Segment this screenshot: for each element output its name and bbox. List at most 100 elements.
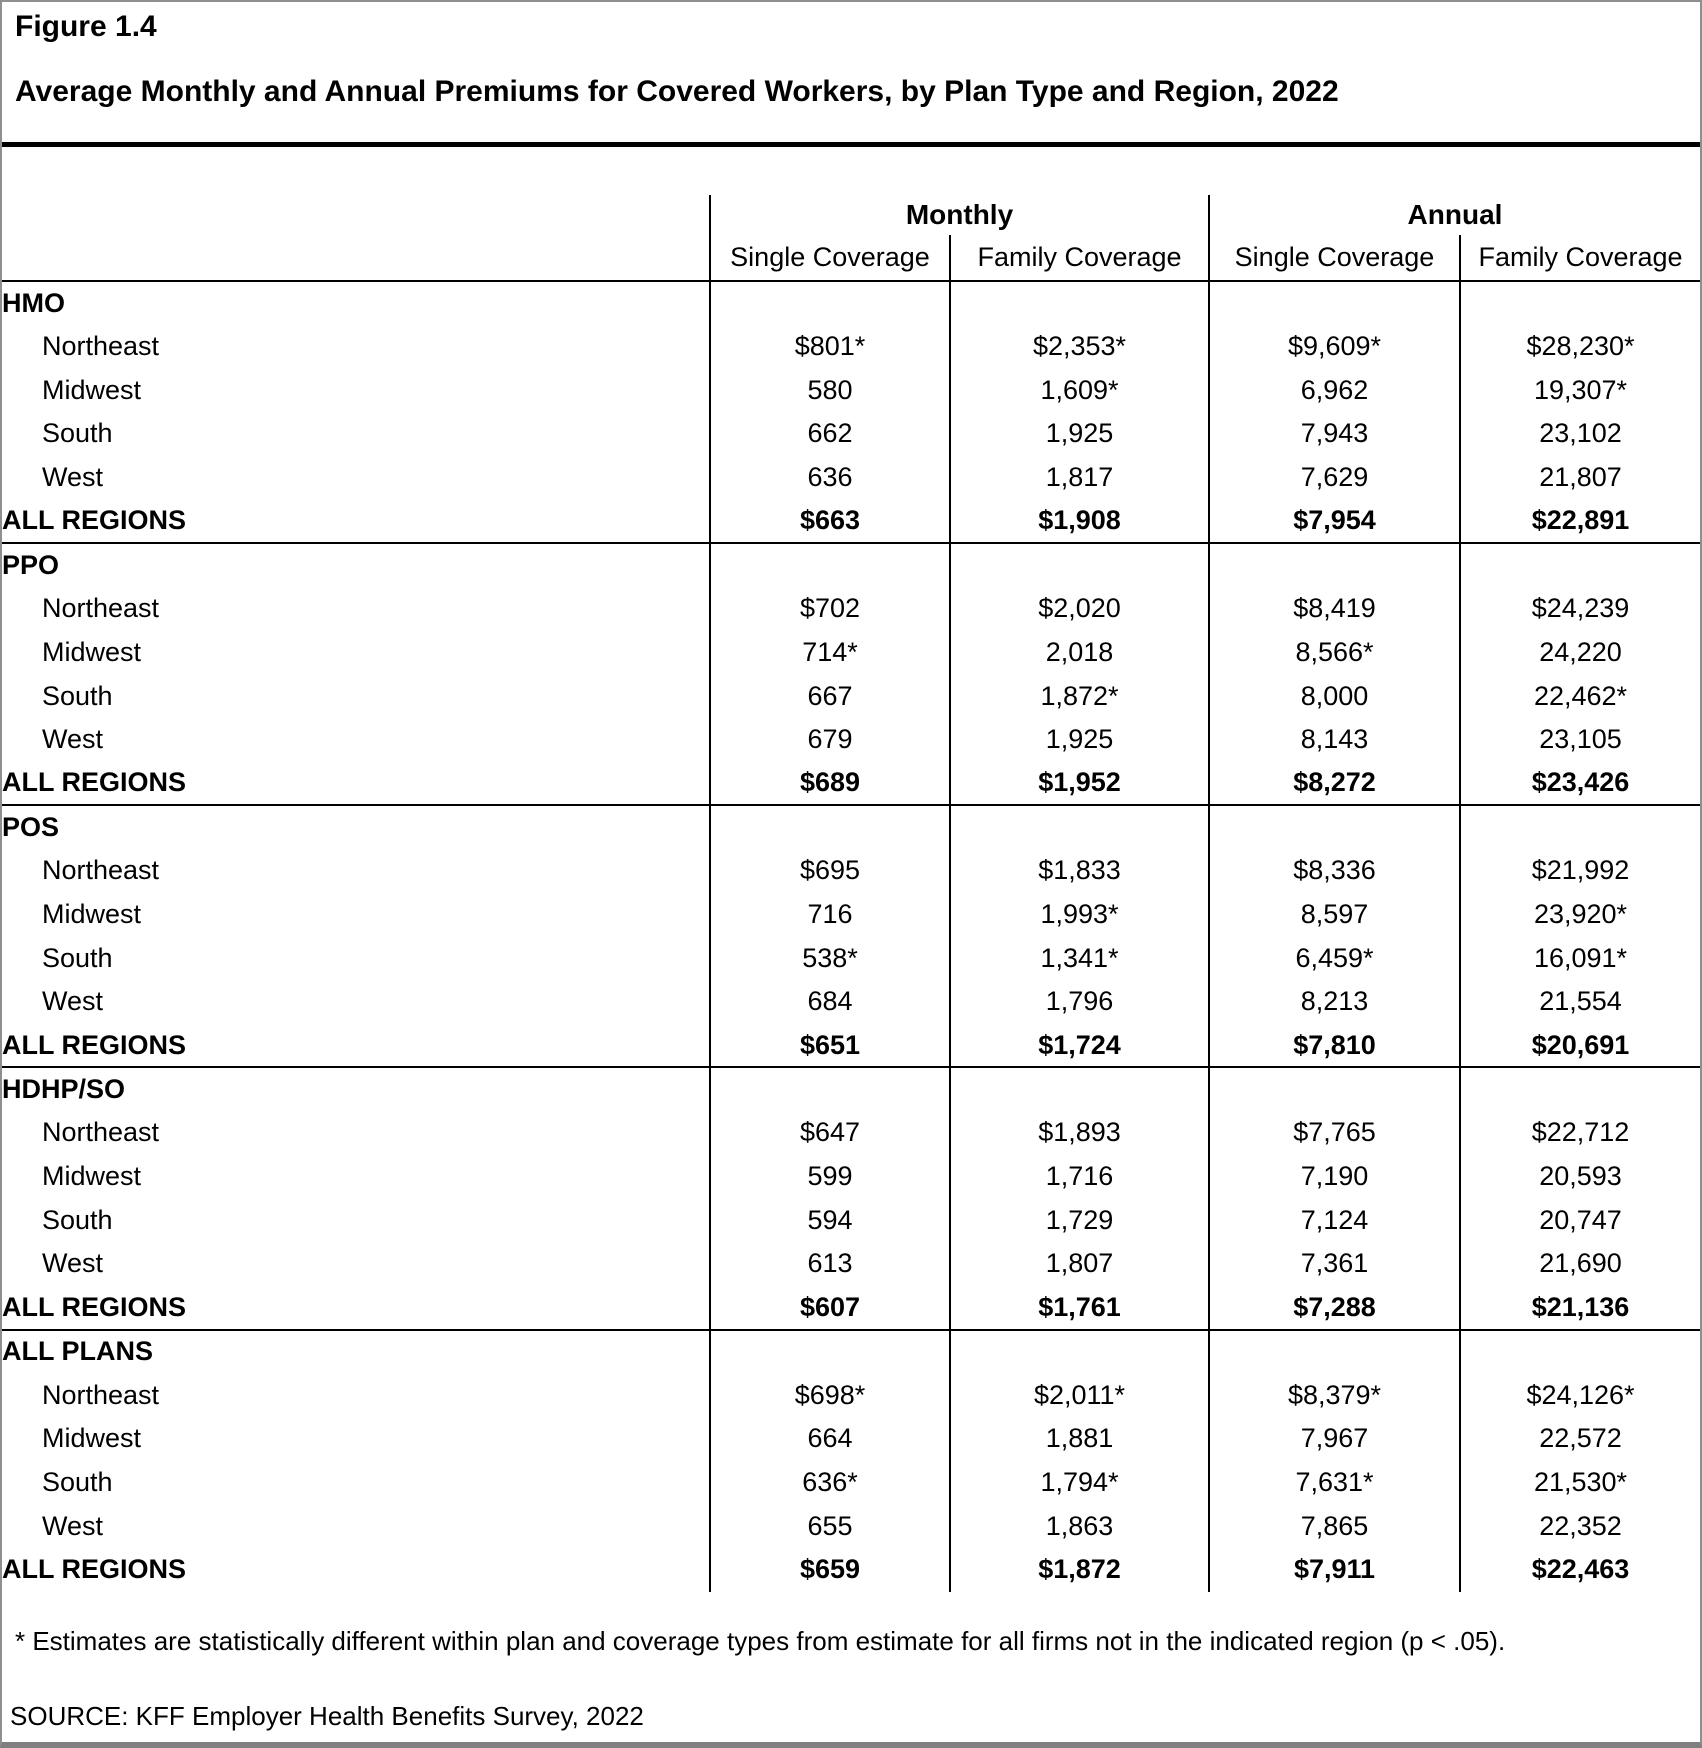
premiums-table: Monthly Annual Single Coverage Family Co… bbox=[2, 147, 1700, 1592]
source-note: SOURCE: KFF Employer Health Benefits Sur… bbox=[10, 1700, 644, 1731]
header-spacer-row bbox=[2, 147, 1700, 195]
value-cell: $8,336 bbox=[1208, 848, 1460, 893]
value-cell: 8,566* bbox=[1208, 630, 1460, 675]
value-cell: 538* bbox=[709, 936, 950, 980]
value-cell: $1,893 bbox=[949, 1111, 1209, 1155]
value-cell: 7,124 bbox=[1208, 1198, 1460, 1243]
value-cell: 8,000 bbox=[1208, 674, 1460, 718]
row-label: Midwest bbox=[42, 898, 142, 929]
value-cell: 7,943 bbox=[1208, 412, 1460, 456]
table-header: Monthly Annual Single Coverage Family Co… bbox=[2, 147, 1700, 282]
row-label: Northeast bbox=[42, 593, 160, 624]
figure-number: Figure 1.4 bbox=[15, 10, 157, 43]
header-subrow: Single Coverage Family Coverage Single C… bbox=[2, 235, 1700, 282]
value-cell: 20,747 bbox=[1459, 1198, 1700, 1243]
value-cell: 716 bbox=[709, 892, 950, 937]
value-cell: 1,881 bbox=[949, 1416, 1209, 1461]
value-cell-empty bbox=[1459, 1328, 1700, 1374]
value-cell: 714* bbox=[709, 630, 950, 675]
value-cell: 1,341* bbox=[949, 936, 1209, 980]
value-cell-empty bbox=[949, 1066, 1209, 1112]
value-cell: 6,459* bbox=[1208, 936, 1460, 980]
value-cell: 599 bbox=[709, 1154, 950, 1199]
value-cell: 1,872* bbox=[949, 674, 1209, 718]
value-cell: 1,925 bbox=[949, 717, 1209, 762]
value-cell: 7,631* bbox=[1208, 1460, 1460, 1505]
value-cell: 636* bbox=[709, 1460, 950, 1505]
row-label: West bbox=[42, 462, 104, 493]
value-cell: $28,230* bbox=[1459, 324, 1700, 369]
value-cell: 1,925 bbox=[949, 412, 1209, 456]
row-label: Northeast bbox=[42, 331, 160, 362]
table-row: South 636* 1,794* 7,631* 21,530* bbox=[2, 1460, 1700, 1505]
value-cell-empty bbox=[949, 281, 1209, 325]
table-row: West 613 1,807 7,361 21,690 bbox=[2, 1242, 1700, 1286]
row-label: ALL REGIONS bbox=[2, 1029, 187, 1060]
value-cell: 1,609* bbox=[949, 368, 1209, 413]
row-label: Northeast bbox=[42, 1379, 160, 1410]
value-cell: 22,462* bbox=[1459, 674, 1700, 718]
value-cell: $689 bbox=[709, 761, 950, 806]
value-cell: 24,220 bbox=[1459, 630, 1700, 675]
table-row: Northeast $801* $2,353* $9,609* $28,230* bbox=[2, 324, 1700, 369]
value-cell: 23,920* bbox=[1459, 892, 1700, 937]
value-cell-empty bbox=[1459, 804, 1700, 849]
row-label: South bbox=[42, 680, 113, 711]
value-cell: 22,572 bbox=[1459, 1416, 1700, 1461]
value-cell: 1,863 bbox=[949, 1504, 1209, 1548]
value-cell: $20,691 bbox=[1459, 1023, 1700, 1068]
table-row: ALL REGIONS $689 $1,952 $8,272 $23,426 bbox=[2, 761, 1700, 806]
section-header-row: ALL PLANS bbox=[2, 1328, 1700, 1374]
column-group-annual: Annual bbox=[1208, 195, 1700, 235]
table-row: ALL REGIONS $607 $1,761 $7,288 $21,136 bbox=[2, 1285, 1700, 1330]
row-label: West bbox=[42, 724, 104, 755]
table-row: West 684 1,796 8,213 21,554 bbox=[2, 980, 1700, 1024]
value-cell-empty bbox=[709, 542, 950, 587]
row-label: Northeast bbox=[42, 1117, 160, 1148]
column-header-monthly-family: Family Coverage bbox=[949, 235, 1209, 282]
row-label: Midwest bbox=[42, 1161, 142, 1192]
value-cell: $659 bbox=[709, 1547, 950, 1592]
value-cell-empty bbox=[1208, 1328, 1460, 1374]
value-cell: 655 bbox=[709, 1504, 950, 1548]
row-label: South bbox=[42, 418, 113, 449]
value-cell: 7,865 bbox=[1208, 1504, 1460, 1548]
value-cell: 594 bbox=[709, 1198, 950, 1243]
table-row: Northeast $695 $1,833 $8,336 $21,992 bbox=[2, 848, 1700, 893]
table-row: Midwest 580 1,609* 6,962 19,307* bbox=[2, 368, 1700, 413]
value-cell-empty bbox=[949, 804, 1209, 849]
value-cell: 667 bbox=[709, 674, 950, 718]
table-row: West 655 1,863 7,865 22,352 bbox=[2, 1504, 1700, 1548]
value-cell: 1,796 bbox=[949, 980, 1209, 1024]
value-cell: $702 bbox=[709, 586, 950, 631]
value-cell: 7,629 bbox=[1208, 455, 1460, 500]
header-group-row: Monthly Annual bbox=[2, 195, 1700, 235]
value-cell: 8,597 bbox=[1208, 892, 1460, 937]
table-row: Midwest 664 1,881 7,967 22,572 bbox=[2, 1416, 1700, 1461]
value-cell: 1,993* bbox=[949, 892, 1209, 937]
value-cell: $2,020 bbox=[949, 586, 1209, 631]
table-row: South 662 1,925 7,943 23,102 bbox=[2, 412, 1700, 456]
value-cell-empty bbox=[949, 542, 1209, 587]
section-header-row: HMO bbox=[2, 281, 1700, 325]
value-cell: $7,954 bbox=[1208, 499, 1460, 544]
value-cell: 8,143 bbox=[1208, 717, 1460, 762]
value-cell: 7,361 bbox=[1208, 1242, 1460, 1286]
row-label: West bbox=[42, 1510, 104, 1541]
value-cell: 16,091* bbox=[1459, 936, 1700, 980]
column-group-monthly: Monthly bbox=[709, 195, 1209, 235]
value-cell: 684 bbox=[709, 980, 950, 1024]
value-cell-empty bbox=[1208, 542, 1460, 587]
section-header-row: POS bbox=[2, 804, 1700, 849]
table-row: West 679 1,925 8,143 23,105 bbox=[2, 717, 1700, 762]
value-cell: 1,817 bbox=[949, 455, 1209, 500]
value-cell-empty bbox=[1459, 281, 1700, 325]
row-label: South bbox=[42, 1204, 113, 1235]
row-label: South bbox=[42, 942, 113, 973]
value-cell-empty bbox=[1208, 281, 1460, 325]
value-cell: 21,554 bbox=[1459, 980, 1700, 1024]
row-label: West bbox=[42, 1248, 104, 1279]
table-row: Northeast $698* $2,011* $8,379* $24,126* bbox=[2, 1373, 1700, 1417]
value-cell: 580 bbox=[709, 368, 950, 413]
value-cell: 7,967 bbox=[1208, 1416, 1460, 1461]
